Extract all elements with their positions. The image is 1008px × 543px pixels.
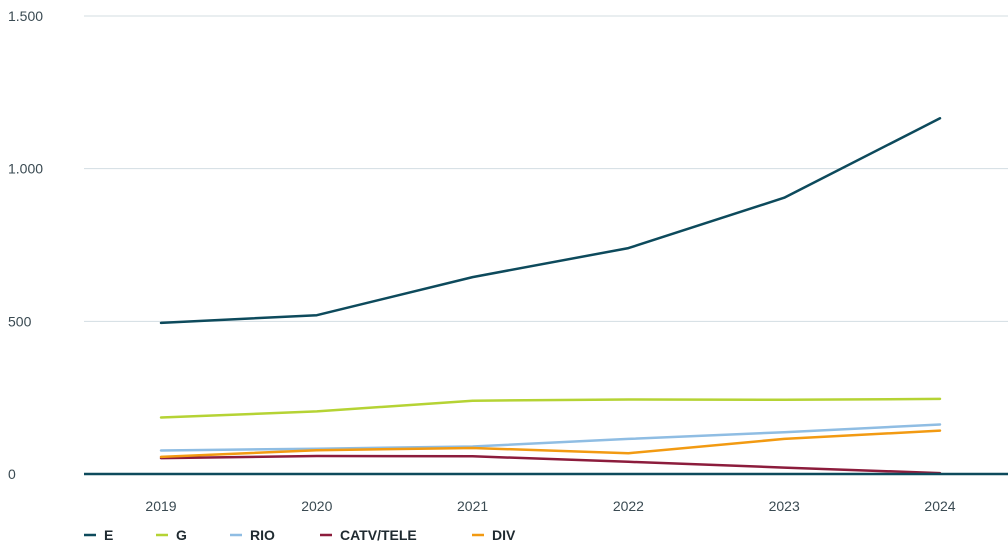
series-line-e [159,117,942,325]
legend-label: DIV [492,527,516,543]
series-line-div [159,429,942,459]
y-tick-label: 1.500 [8,8,43,24]
y-tick-label: 0 [8,466,16,482]
legend-label: CATV/TELE [340,527,417,543]
legend-item-rio: RIO [230,527,275,543]
x-tick-label: 2022 [613,498,644,514]
legend-item-catv-tele: CATV/TELE [320,527,417,543]
x-tick-label: 2024 [924,498,955,514]
x-tick-label: 2023 [769,498,800,514]
grid-lines [84,15,1008,322]
legend-item-div: DIV [472,527,516,543]
y-tick-label: 500 [8,313,32,329]
y-tick-label: 1.000 [8,161,43,177]
legend-label: E [104,527,113,543]
series-lines [159,117,942,475]
legend-item-e: E [84,527,113,543]
legend-label: RIO [250,527,275,543]
x-tick-label: 2019 [145,498,176,514]
x-tick-label: 2021 [457,498,488,514]
series-line-catv-tele [159,454,942,475]
series-line-g [159,397,942,419]
legend: E G RIO CATV/TELE DIV [84,527,516,543]
legend-item-g: G [156,527,187,543]
legend-label: G [176,527,187,543]
x-tick-label: 2020 [301,498,332,514]
y-axis: 0 500 1.000 1.500 [8,8,43,482]
series-line-rio [159,423,942,452]
x-axis: 2019 2020 2021 2022 2023 2024 [145,498,955,514]
